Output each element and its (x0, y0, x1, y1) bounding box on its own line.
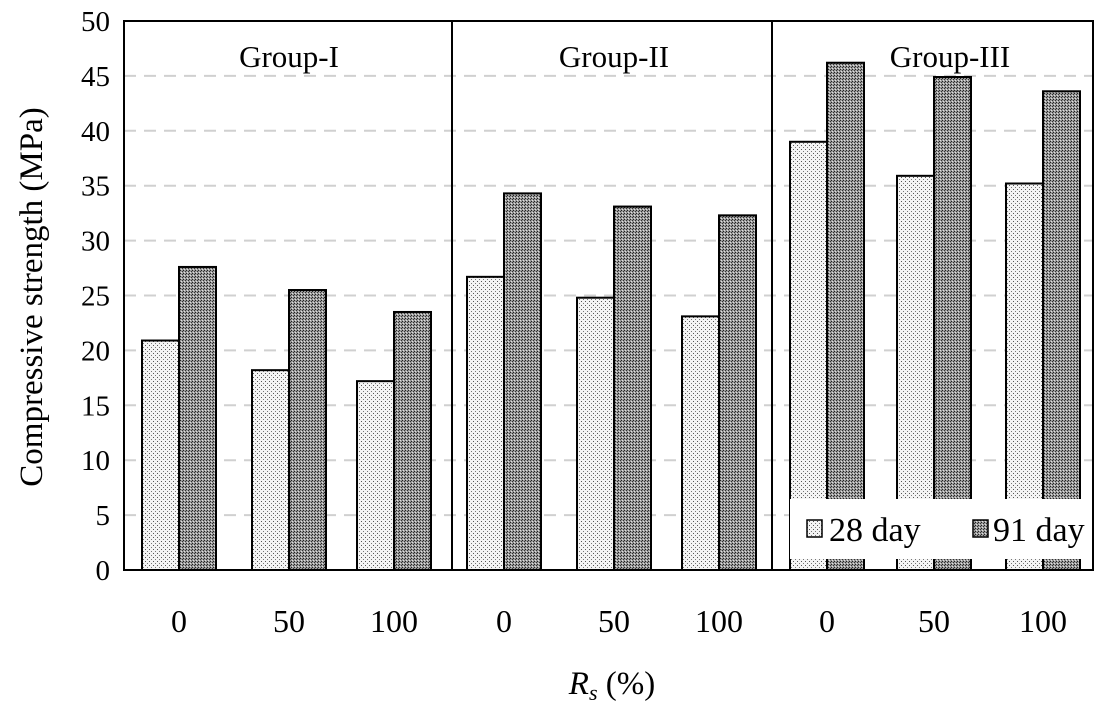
group-label: Group-I (239, 39, 339, 74)
bar-91day (826, 61, 865, 571)
x-tick-label: 50 (918, 603, 950, 639)
x-tick-label: 0 (819, 603, 835, 639)
x-tick-label: 100 (695, 603, 743, 639)
legend: 28 day 91 day (790, 499, 1092, 559)
y-tick-label: 0 (96, 555, 111, 587)
group-label: Group-III (890, 39, 1011, 74)
y-tick-label: 25 (81, 281, 110, 313)
bar-91day (718, 214, 757, 571)
y-tick-label: 50 (81, 6, 110, 38)
legend-box (790, 499, 1092, 559)
x-tick-label: 0 (496, 603, 512, 639)
bar-28day (356, 380, 395, 572)
x-axis-title-var: R (568, 666, 589, 702)
x-axis-title-sub: s (589, 680, 598, 705)
bar-28day (141, 339, 180, 571)
bar-28day (251, 369, 290, 571)
legend-swatch-28day (806, 519, 823, 538)
x-tick-label: 50 (273, 603, 305, 639)
x-axis-title: Rs (%) (568, 666, 655, 705)
y-tick-label: 45 (81, 61, 110, 93)
x-tick-label: 100 (1019, 603, 1067, 639)
y-tick-label: 35 (81, 171, 110, 203)
bar-28day (681, 315, 720, 571)
y-tick-label: 10 (81, 445, 110, 477)
x-tick-label: 100 (370, 603, 418, 639)
bar-91day (933, 75, 972, 572)
y-tick-label: 15 (81, 390, 110, 422)
x-axis-title-unit: (%) (598, 666, 656, 702)
legend-label-28day: 28 day (829, 512, 921, 549)
bar-91day (178, 265, 217, 571)
x-tick-label: 50 (598, 603, 630, 639)
legend-label-91day: 91 day (993, 512, 1085, 549)
x-tick-label: 0 (171, 603, 187, 639)
y-tick-label: 5 (96, 500, 111, 532)
bar-91day (503, 192, 542, 572)
plot-frame (123, 20, 1094, 571)
y-tick-label: 30 (81, 226, 110, 258)
bar-91day (288, 289, 327, 571)
y-tick-label: 40 (81, 116, 110, 148)
y-tick-label: 20 (81, 335, 110, 367)
y-axis-title: Compressive strength (MPa) (14, 107, 50, 486)
group-label: Group-II (559, 39, 669, 74)
legend-swatch-91day (972, 519, 989, 538)
bar-91day (1042, 90, 1081, 571)
bar-28day (576, 296, 615, 571)
bar-91day (613, 205, 652, 571)
bar-28day (466, 275, 505, 571)
bar-91day (393, 310, 432, 571)
